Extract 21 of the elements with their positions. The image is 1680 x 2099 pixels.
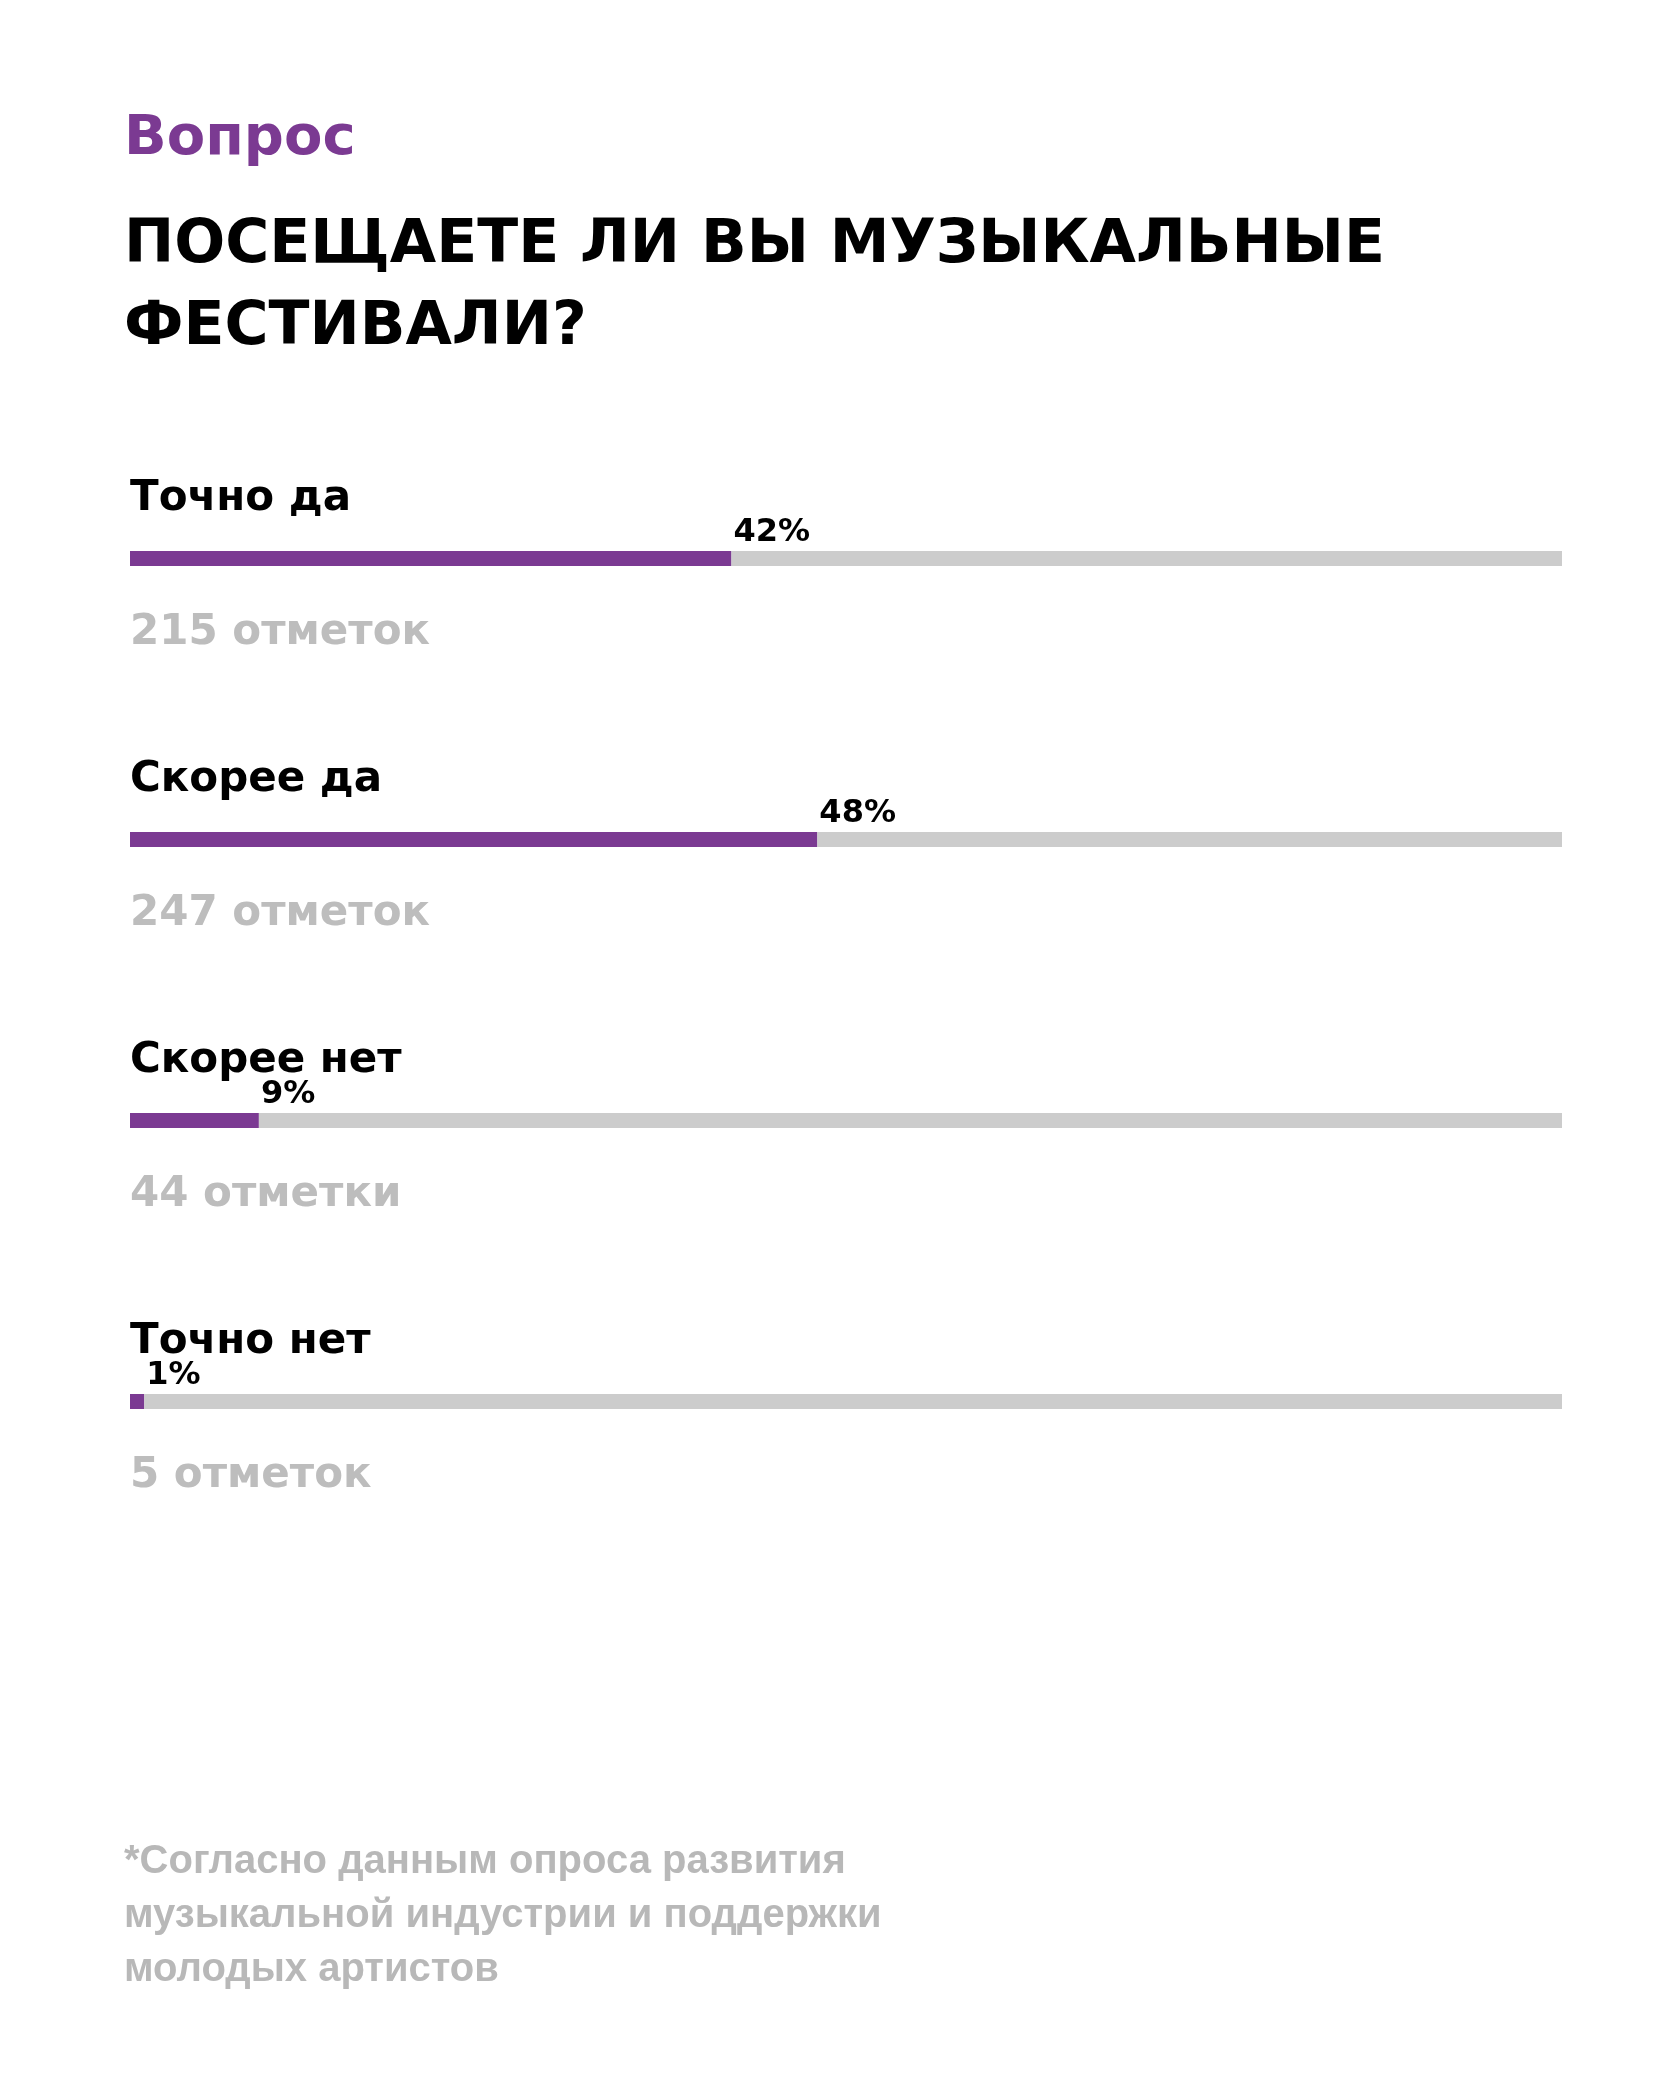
annotation: 5 отметок [130, 1447, 372, 1497]
bar [130, 1113, 259, 1128]
y-tick-label: Скорее да [130, 751, 383, 801]
data-label: 1% [146, 1353, 201, 1392]
data-label: 9% [260, 1072, 316, 1111]
data-label: 48% [819, 791, 896, 830]
bar [258, 1113, 1562, 1128]
y-tick-label: Точно да [130, 470, 352, 520]
bar [144, 1394, 1562, 1409]
bar [130, 1394, 145, 1409]
data-label: 42% [733, 510, 811, 549]
bar [130, 551, 732, 566]
bar [731, 551, 1562, 566]
bar [130, 832, 818, 847]
annotation: 44 отметки [130, 1166, 402, 1216]
text: *Согласно данным опроса развития музыкальной индустрии и поддержки молодых артистов [124, 1836, 883, 1991]
bar [817, 832, 1562, 847]
chart-title: ПОСЕЩАЕТЕ ЛИ ВЫ МУЗЫКАЛЬНЫЕ ФЕСТИВАЛИ? [124, 205, 1386, 360]
annotation: 215 отметок [130, 604, 431, 654]
chart-subtitle: Вопрос [124, 102, 356, 167]
annotation: 247 отметок [130, 885, 431, 935]
